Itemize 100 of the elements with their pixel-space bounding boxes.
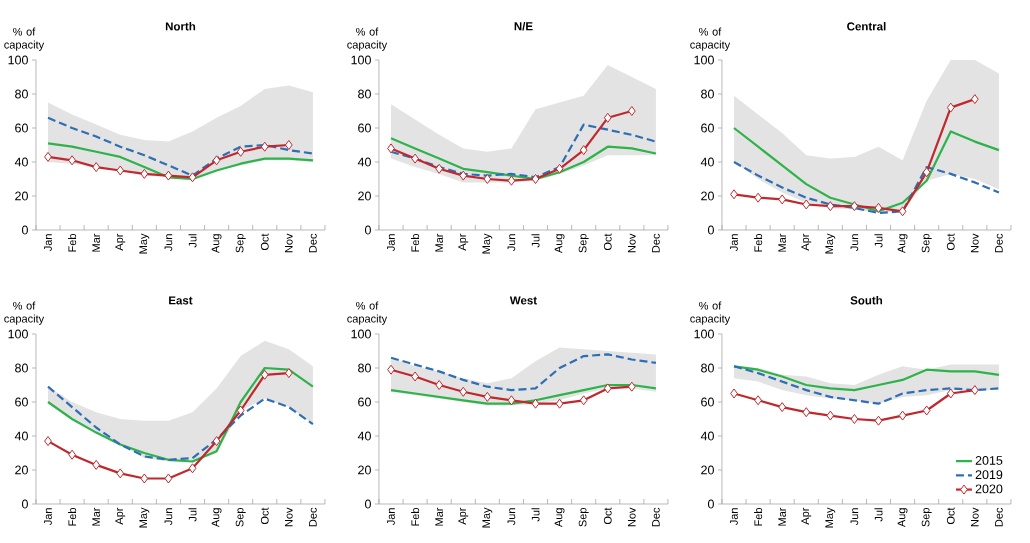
x-tick-label: Apr	[115, 233, 126, 251]
point	[92, 459, 101, 470]
line-series	[732, 160, 1001, 215]
point	[507, 175, 516, 186]
point	[603, 112, 612, 123]
point	[140, 473, 149, 484]
point	[44, 151, 52, 162]
x-tick-label: Feb	[411, 508, 420, 526]
x-tick-label: Jan	[730, 234, 738, 252]
x-tick-label: May	[825, 233, 836, 254]
y-tick-label: 40	[14, 157, 28, 167]
line-series	[389, 353, 658, 392]
y-tick-label: 40	[14, 431, 28, 441]
x-tick-label: Mar	[435, 507, 444, 526]
x-tick-label: Mar	[435, 233, 444, 252]
x-tick-label: Aug	[554, 234, 565, 254]
x-tick-label: Jul	[188, 234, 197, 248]
point	[92, 162, 101, 173]
point	[555, 163, 564, 174]
y-tick-label: 20	[15, 465, 28, 475]
x-tick-label: Oct	[260, 233, 269, 251]
point	[260, 141, 269, 152]
x-tick-label: Nov	[971, 233, 979, 253]
y-tick-label: 80	[701, 363, 714, 373]
x-tick-label: May	[139, 233, 150, 254]
legend-label: 2020	[975, 484, 1003, 494]
y-tick-label: 40	[357, 431, 371, 441]
x-tick-label: Jan	[387, 234, 395, 252]
point	[435, 379, 444, 390]
point	[802, 407, 811, 418]
x-tick-label: Jun	[164, 508, 173, 526]
x-tick-label: Apr	[458, 233, 469, 251]
line-series	[46, 385, 315, 461]
point	[754, 395, 762, 406]
point	[850, 201, 859, 212]
x-tick-label: Sep	[921, 508, 932, 527]
x-tick-label: Nov	[285, 233, 293, 253]
chart-title: South	[850, 296, 883, 305]
point	[483, 174, 492, 184]
x-tick-label: Oct	[260, 507, 269, 525]
point	[874, 415, 883, 426]
x-tick-label: Nov	[628, 233, 636, 253]
y-tick-label: 80	[358, 89, 371, 99]
point	[946, 388, 955, 399]
point	[116, 468, 125, 479]
point	[236, 405, 245, 416]
x-tick-label: Mar	[778, 233, 787, 252]
x-tick-label: Sep	[578, 508, 589, 527]
x-tick-label: Feb	[754, 234, 763, 252]
x-tick-label: Nov	[285, 507, 293, 527]
x-tick-label: Apr	[115, 507, 126, 525]
x-tick-label: Dec	[995, 507, 1003, 527]
x-tick-label: Dec	[309, 233, 317, 253]
x-tick-label: Feb	[68, 234, 77, 252]
x-tick-label: Oct	[603, 507, 612, 525]
x-tick-label: Sep	[235, 234, 246, 253]
point	[140, 168, 149, 179]
point	[212, 155, 221, 166]
x-tick-label: Jun	[507, 508, 516, 526]
point	[507, 395, 516, 406]
x-tick-label: Dec	[309, 507, 317, 527]
x-tick-label: Aug	[211, 234, 222, 254]
x-tick-label: Oct	[603, 233, 612, 251]
point	[730, 189, 738, 200]
y-axis-title: % of capacity	[690, 301, 731, 325]
y-tick-label: 60	[15, 123, 28, 133]
x-tick-label: Dec	[652, 233, 660, 253]
point	[188, 172, 197, 183]
x-tick-label: Jul	[874, 508, 883, 522]
y-tick-label: 100	[351, 329, 371, 339]
point	[260, 369, 269, 380]
point	[874, 202, 883, 213]
point	[387, 143, 395, 154]
point	[188, 463, 197, 474]
x-tick-label: Jun	[164, 234, 173, 252]
y-axis-title: % of capacity	[4, 301, 45, 325]
point	[411, 371, 419, 382]
point	[68, 155, 76, 166]
point	[922, 405, 931, 416]
x-tick-label: Jun	[507, 234, 516, 252]
y-tick-label: 20	[358, 191, 371, 201]
chart-title: N/E	[514, 21, 533, 31]
point	[531, 398, 540, 409]
x-tick-label: Aug	[554, 508, 565, 528]
y-tick-label: 0	[707, 225, 714, 235]
y-tick-label: 100	[694, 55, 714, 65]
x-tick-label: Feb	[68, 508, 77, 526]
y-axis-title: % of capacity	[347, 301, 388, 325]
x-tick-label: Jul	[531, 234, 540, 248]
point	[411, 153, 419, 164]
point	[898, 410, 907, 421]
point	[284, 368, 293, 379]
y-tick-label: 80	[15, 89, 28, 99]
y-tick-label: 80	[15, 363, 28, 373]
x-tick-label: Dec	[652, 507, 660, 527]
x-tick-label: Jan	[44, 234, 52, 252]
point	[898, 206, 907, 217]
x-tick-label: Jan	[44, 508, 52, 526]
point	[922, 167, 931, 178]
y-tick-label: 40	[700, 157, 714, 167]
